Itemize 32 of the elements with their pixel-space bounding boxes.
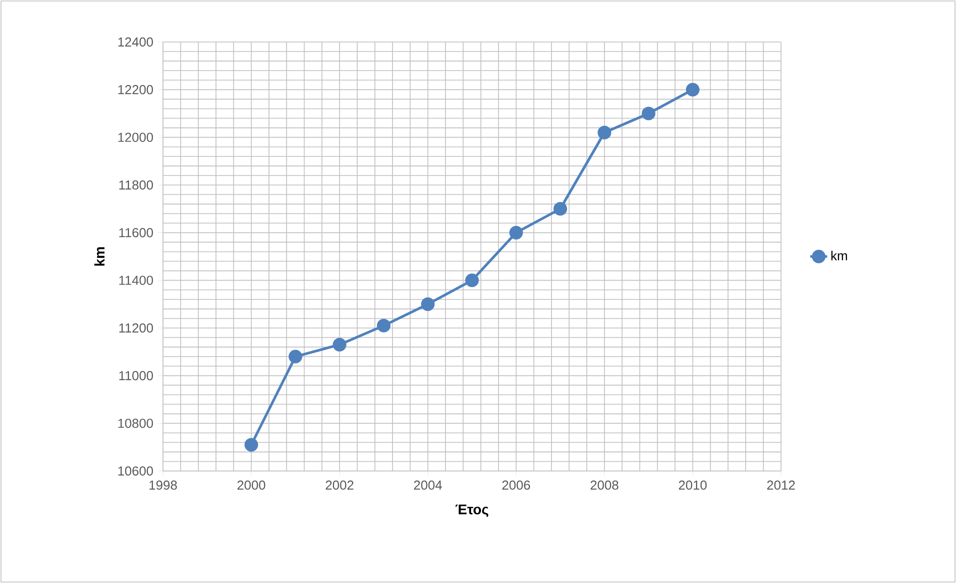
y-tick-label: 12000 [118, 132, 153, 142]
point [686, 82, 700, 96]
x-tick-label: 2002 [326, 480, 354, 490]
point [332, 338, 346, 352]
x-tick-label: 2010 [678, 480, 707, 490]
y-tick-label: 11400 [119, 276, 153, 285]
x-tick-label: 1998 [150, 480, 177, 490]
y-tick-label: 12400 [118, 37, 153, 47]
y-tick-label: 10600 [118, 466, 153, 476]
x-tick-label: 2006 [502, 480, 530, 490]
x-tick-label: 2008 [590, 480, 618, 490]
y-tick-label: 11200 [119, 323, 153, 333]
x-tick-label: 2000 [237, 480, 266, 490]
point [509, 226, 523, 240]
x-axis-title: Έτος [456, 504, 488, 517]
point [376, 318, 391, 332]
y-tick-label: 11000 [119, 371, 153, 380]
point [288, 350, 302, 364]
y-axis-title: km [94, 247, 104, 266]
point [642, 106, 656, 120]
point [465, 274, 479, 288]
point [553, 202, 568, 216]
y-tick-label: 11600 [119, 228, 153, 238]
legend-label: km [831, 250, 847, 260]
x-tick-label: 2012 [767, 480, 795, 490]
y-tick-label: 11800 [119, 180, 153, 190]
point [244, 438, 258, 452]
y-tick-label: 10800 [118, 418, 153, 428]
point [598, 126, 612, 140]
y-tick-label: 12200 [118, 85, 153, 94]
point [421, 297, 435, 311]
x-tick-label: 2004 [414, 480, 442, 490]
